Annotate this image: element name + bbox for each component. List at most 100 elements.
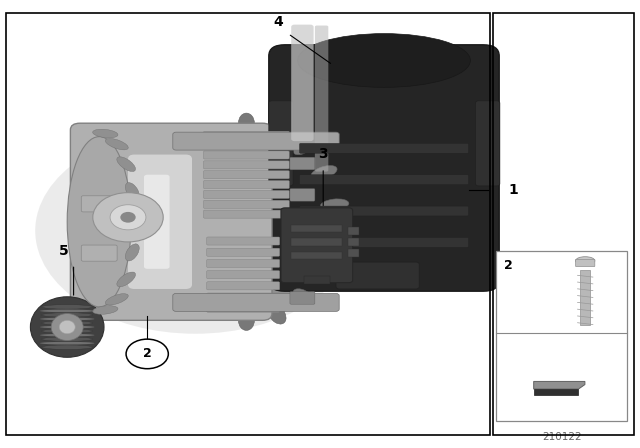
FancyBboxPatch shape [315, 26, 328, 172]
FancyBboxPatch shape [207, 282, 280, 290]
FancyBboxPatch shape [300, 143, 468, 153]
Ellipse shape [51, 314, 83, 340]
FancyBboxPatch shape [204, 181, 289, 189]
Ellipse shape [238, 310, 255, 331]
Ellipse shape [106, 294, 128, 305]
FancyBboxPatch shape [300, 206, 468, 216]
FancyBboxPatch shape [128, 155, 192, 289]
Ellipse shape [238, 113, 255, 134]
FancyBboxPatch shape [290, 292, 315, 304]
FancyBboxPatch shape [204, 210, 289, 218]
Bar [493, 13, 634, 435]
Bar [496, 251, 627, 421]
Ellipse shape [42, 337, 93, 341]
Polygon shape [534, 389, 579, 395]
FancyBboxPatch shape [207, 248, 280, 256]
Ellipse shape [42, 321, 93, 325]
FancyBboxPatch shape [207, 304, 280, 312]
Bar [291, 225, 342, 232]
Circle shape [110, 205, 146, 230]
Text: 4: 4 [273, 15, 284, 29]
Ellipse shape [293, 289, 315, 306]
FancyBboxPatch shape [291, 25, 314, 141]
Ellipse shape [321, 199, 349, 211]
Ellipse shape [67, 137, 131, 307]
Text: 210122: 210122 [542, 432, 581, 442]
FancyBboxPatch shape [290, 260, 315, 273]
Ellipse shape [42, 345, 93, 349]
Ellipse shape [60, 320, 76, 334]
Bar [580, 270, 590, 324]
Ellipse shape [157, 123, 336, 320]
Ellipse shape [311, 165, 337, 180]
Circle shape [93, 193, 163, 242]
Text: 2: 2 [143, 347, 152, 361]
Ellipse shape [93, 306, 118, 314]
FancyBboxPatch shape [204, 200, 289, 208]
Ellipse shape [293, 138, 315, 155]
Ellipse shape [42, 305, 93, 309]
Ellipse shape [125, 244, 140, 261]
Bar [291, 238, 342, 246]
FancyBboxPatch shape [336, 262, 419, 289]
FancyBboxPatch shape [575, 259, 595, 267]
FancyBboxPatch shape [281, 208, 353, 283]
Bar [304, 276, 330, 284]
FancyBboxPatch shape [81, 196, 117, 212]
Ellipse shape [42, 313, 93, 317]
Bar [291, 252, 342, 259]
FancyBboxPatch shape [290, 189, 315, 201]
Ellipse shape [268, 305, 286, 324]
FancyBboxPatch shape [144, 175, 170, 269]
FancyBboxPatch shape [290, 157, 315, 170]
FancyBboxPatch shape [269, 101, 293, 186]
FancyBboxPatch shape [207, 237, 280, 245]
Text: 3: 3 [318, 147, 328, 161]
FancyBboxPatch shape [300, 237, 468, 247]
Bar [6, 13, 490, 435]
FancyBboxPatch shape [300, 175, 468, 185]
FancyBboxPatch shape [204, 151, 289, 159]
Polygon shape [534, 381, 585, 389]
Text: 5: 5 [59, 244, 69, 258]
Bar [348, 238, 359, 246]
Ellipse shape [40, 326, 95, 328]
Text: 2: 2 [504, 259, 513, 272]
Ellipse shape [117, 272, 136, 287]
Circle shape [120, 212, 136, 223]
FancyBboxPatch shape [476, 101, 500, 186]
Ellipse shape [321, 233, 349, 245]
Ellipse shape [35, 128, 355, 334]
Circle shape [126, 339, 168, 369]
Text: 1: 1 [509, 183, 518, 198]
Ellipse shape [42, 329, 93, 333]
Ellipse shape [40, 318, 95, 320]
Ellipse shape [298, 34, 470, 87]
Ellipse shape [31, 297, 104, 358]
Ellipse shape [575, 257, 595, 265]
Bar [348, 227, 359, 235]
Ellipse shape [117, 157, 136, 172]
FancyBboxPatch shape [269, 45, 499, 291]
FancyBboxPatch shape [70, 123, 272, 320]
Ellipse shape [311, 264, 337, 278]
FancyBboxPatch shape [204, 141, 289, 149]
FancyBboxPatch shape [173, 293, 339, 311]
FancyBboxPatch shape [173, 132, 339, 150]
FancyBboxPatch shape [204, 161, 289, 169]
Ellipse shape [40, 334, 95, 336]
Ellipse shape [40, 310, 95, 312]
FancyBboxPatch shape [207, 271, 280, 279]
FancyBboxPatch shape [204, 131, 289, 139]
FancyBboxPatch shape [207, 259, 280, 267]
FancyBboxPatch shape [290, 224, 315, 237]
FancyBboxPatch shape [207, 293, 280, 301]
Ellipse shape [268, 120, 286, 139]
FancyBboxPatch shape [204, 190, 289, 198]
Ellipse shape [40, 342, 95, 345]
Ellipse shape [125, 183, 140, 200]
Ellipse shape [106, 138, 128, 150]
Bar [348, 249, 359, 257]
Ellipse shape [93, 129, 118, 138]
FancyBboxPatch shape [204, 171, 289, 179]
